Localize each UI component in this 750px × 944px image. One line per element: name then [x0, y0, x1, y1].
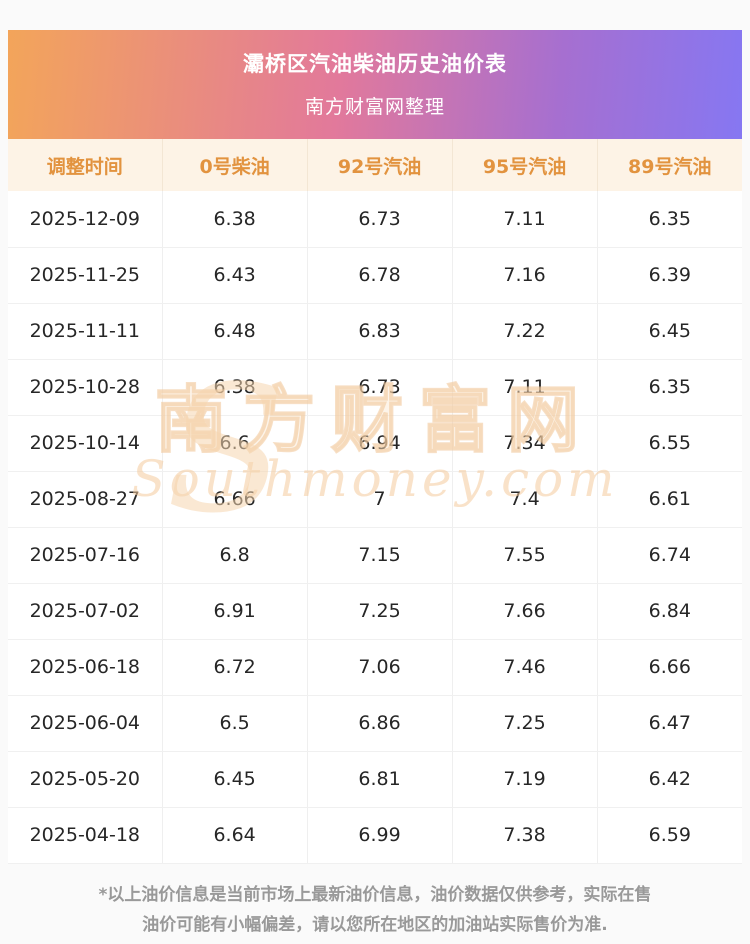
- column-header: 调整时间: [8, 139, 163, 191]
- price-cell: 6.42: [597, 751, 742, 808]
- price-cell: 6.64: [162, 807, 308, 864]
- price-cell: 6.83: [307, 303, 453, 360]
- table-row: 2025-07-16 6.8 7.15 7.55 6.74: [8, 527, 742, 584]
- price-cell: 6.94: [307, 415, 453, 472]
- price-cell: 7.15: [307, 527, 453, 584]
- date-cell: 2025-10-28: [8, 359, 163, 416]
- date-cell: 2025-06-18: [8, 639, 163, 696]
- price-cell: 7.11: [452, 359, 598, 416]
- price-cell: 6.35: [597, 191, 742, 248]
- disclaimer-line1: *以上油价信息是当前市场上最新油价信息，油价数据仅供参考，实际在售: [98, 884, 652, 905]
- price-cell: 6.81: [307, 751, 453, 808]
- page-header: 灞桥区汽油柴油历史油价表 南方财富网整理: [8, 30, 742, 139]
- date-cell: 2025-08-27: [8, 471, 163, 528]
- date-cell: 2025-10-14: [8, 415, 163, 472]
- date-cell: 2025-11-11: [8, 303, 163, 360]
- table-header-row: 调整时间 0号柴油 92号汽油 95号汽油 89号汽油: [8, 139, 742, 191]
- price-cell: 6.84: [597, 583, 742, 640]
- price-cell: 6.72: [162, 639, 308, 696]
- price-cell: 6.78: [307, 247, 453, 304]
- price-cell: 6.35: [597, 359, 742, 416]
- column-header: 0号柴油: [162, 139, 308, 191]
- price-cell: 7.66: [452, 583, 598, 640]
- price-cell: 7: [307, 471, 453, 528]
- price-cell: 7.4: [452, 471, 598, 528]
- table-row: 2025-06-18 6.72 7.06 7.46 6.66: [8, 639, 742, 696]
- date-cell: 2025-07-02: [8, 583, 163, 640]
- column-header: 89号汽油: [597, 139, 742, 191]
- price-cell: 6.6: [162, 415, 308, 472]
- price-cell: 7.34: [452, 415, 598, 472]
- page-title: 灞桥区汽油柴油历史油价表: [243, 52, 507, 76]
- disclaimer: *以上油价信息是当前市场上最新油价信息，油价数据仅供参考，实际在售 油价可能有小…: [8, 880, 742, 941]
- date-cell: 2025-12-09: [8, 191, 163, 248]
- price-cell: 6.39: [597, 247, 742, 304]
- price-table: 调整时间 0号柴油 92号汽油 95号汽油 89号汽油 2025-12-09 6.38 6.…: [8, 139, 742, 864]
- price-cell: 6.73: [307, 359, 453, 416]
- price-cell: 6.61: [597, 471, 742, 528]
- price-cell: 7.06: [307, 639, 453, 696]
- price-cell: 7.16: [452, 247, 598, 304]
- price-cell: 6.8: [162, 527, 308, 584]
- date-cell: 2025-11-25: [8, 247, 163, 304]
- price-cell: 7.19: [452, 751, 598, 808]
- price-cell: 7.55: [452, 527, 598, 584]
- price-cell: 6.45: [597, 303, 742, 360]
- price-cell: 6.38: [162, 191, 308, 248]
- price-cell: 6.73: [307, 191, 453, 248]
- date-cell: 2025-05-20: [8, 751, 163, 808]
- table-row: 2025-04-18 6.64 6.99 7.38 6.59: [8, 807, 742, 864]
- price-cell: 6.91: [162, 583, 308, 640]
- price-cell: 6.66: [162, 471, 308, 528]
- date-cell: 2025-06-04: [8, 695, 163, 752]
- price-cell: 6.59: [597, 807, 742, 864]
- table-row: 2025-06-04 6.5 6.86 7.25 6.47: [8, 695, 742, 752]
- price-cell: 6.55: [597, 415, 742, 472]
- price-cell: 6.48: [162, 303, 308, 360]
- table-row: 2025-10-14 6.6 6.94 7.34 6.55: [8, 415, 742, 472]
- table-row: 2025-11-25 6.43 6.78 7.16 6.39: [8, 247, 742, 304]
- page-subtitle: 南方财富网整理: [304, 96, 445, 118]
- date-cell: 2025-04-18: [8, 807, 163, 864]
- table-row: 2025-12-09 6.38 6.73 7.11 6.35: [8, 191, 742, 248]
- price-cell: 7.38: [452, 807, 598, 864]
- price-cell: 6.45: [162, 751, 308, 808]
- price-cell: 6.99: [307, 807, 453, 864]
- table-row: 2025-07-02 6.91 7.25 7.66 6.84: [8, 583, 742, 640]
- column-header: 95号汽油: [452, 139, 598, 191]
- table-row: 2025-10-28 6.38 6.73 7.11 6.35: [8, 359, 742, 416]
- price-cell: 6.74: [597, 527, 742, 584]
- price-cell: 6.5: [162, 695, 308, 752]
- price-cell: 7.25: [307, 583, 453, 640]
- column-header: 92号汽油: [307, 139, 453, 191]
- table-body: 2025-12-09 6.38 6.73 7.11 6.35 2025-11-25 6.43…: [8, 191, 742, 864]
- price-cell: 6.86: [307, 695, 453, 752]
- table-row: 2025-11-11 6.48 6.83 7.22 6.45: [8, 303, 742, 360]
- price-cell: 6.38: [162, 359, 308, 416]
- price-cell: 7.25: [452, 695, 598, 752]
- price-cell: 6.66: [597, 639, 742, 696]
- price-cell: 6.47: [597, 695, 742, 752]
- price-cell: 7.22: [452, 303, 598, 360]
- date-cell: 2025-07-16: [8, 527, 163, 584]
- price-cell: 7.46: [452, 639, 598, 696]
- price-cell: 6.43: [162, 247, 308, 304]
- table-row: 2025-08-27 6.66 7 7.4 6.61: [8, 471, 742, 528]
- price-table-wrap: 调整时间 0号柴油 92号汽油 95号汽油 89号汽油 2025-12-09 6.38 6.…: [8, 139, 742, 864]
- disclaimer-line2: 油价可能有小幅偏差，请以您所在地区的加油站实际售价为准.: [142, 915, 608, 936]
- price-cell: 7.11: [452, 191, 598, 248]
- table-row: 2025-05-20 6.45 6.81 7.19 6.42: [8, 751, 742, 808]
